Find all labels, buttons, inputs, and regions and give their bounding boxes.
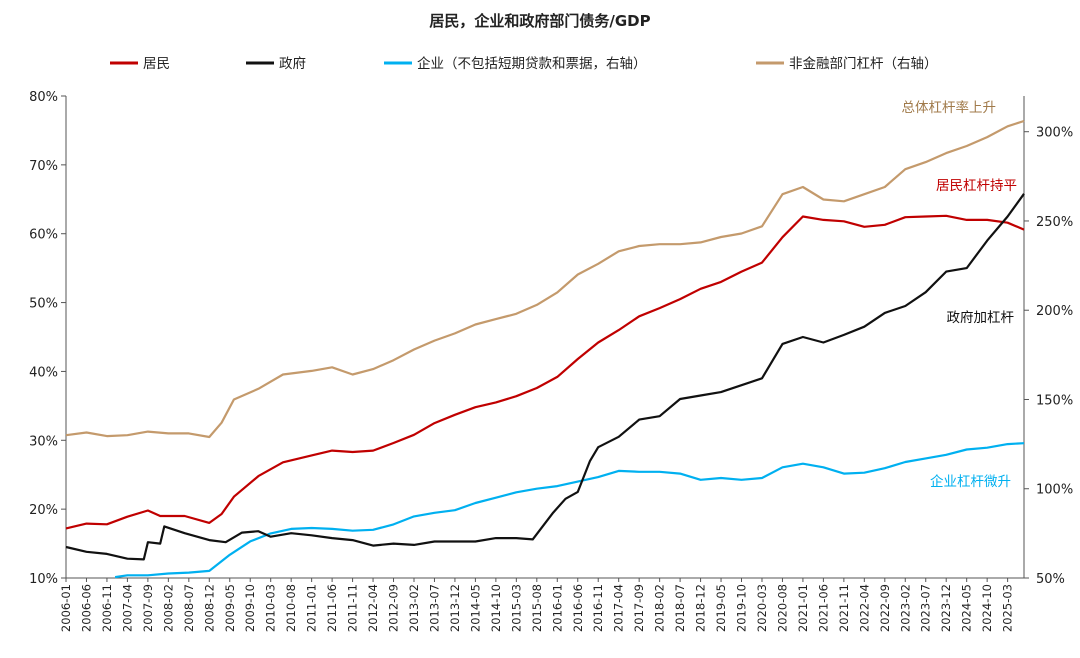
annotation-government-leverage: 政府加杠杆 <box>947 310 1015 326</box>
x-tick-label: 2021-11 <box>837 584 851 632</box>
left-tick-label: 30% <box>29 434 58 449</box>
x-tick-label: 2011-11 <box>346 584 360 632</box>
legend-item-nonfinancial: 非金融部门杠杆（右轴） <box>756 56 938 72</box>
x-tick-label: 2018-02 <box>653 584 667 632</box>
legend-item-household: 居民 <box>110 56 170 72</box>
annotation-total-leverage: 总体杠杆率上升 <box>902 99 997 116</box>
left-tick-label: 10% <box>29 572 58 587</box>
x-tick-label: 2016-11 <box>591 584 605 632</box>
left-tick-label: 60% <box>29 228 58 243</box>
x-tick-label: 2014-05 <box>468 584 482 632</box>
x-tick-label: 2025-03 <box>1001 584 1015 632</box>
legend-item-government: 政府 <box>246 56 306 72</box>
x-tick-label: 2018-07 <box>673 584 687 632</box>
x-tick-label: 2017-09 <box>632 584 646 632</box>
x-tick-label: 2019-10 <box>735 584 749 632</box>
x-tick-label: 2015-08 <box>530 584 544 632</box>
x-tick-label: 2007-09 <box>141 584 155 632</box>
right-tick-label: 250% <box>1036 215 1073 230</box>
left-tick-label: 70% <box>29 159 58 174</box>
left-tick-label: 50% <box>29 297 58 312</box>
x-tick-label: 2017-04 <box>612 584 626 632</box>
legend-label-nonfinancial: 非金融部门杠杆（右轴） <box>789 56 938 72</box>
x-tick-label: 2009-10 <box>243 584 257 632</box>
legend-label-household: 居民 <box>143 56 170 72</box>
series-lines <box>65 119 1025 579</box>
x-tick-label: 2008-02 <box>161 584 175 632</box>
annotations: 总体杠杆率上升 居民杠杆持平 政府加杠杆 企业杠杆微升 <box>902 99 1018 490</box>
right-tick-label: 100% <box>1036 483 1073 498</box>
x-tick-label: 2014-10 <box>489 584 503 632</box>
left-tick-label: 20% <box>29 503 58 518</box>
right-tick-label: 50% <box>1036 572 1065 587</box>
x-tick-label: 2012-04 <box>366 584 380 632</box>
x-tick-label: 2013-12 <box>448 584 462 632</box>
series-line-corporate <box>114 442 1025 579</box>
x-tick-label: 2024-05 <box>960 584 974 632</box>
x-tick-label: 2018-12 <box>694 584 708 632</box>
x-tick-label: 2011-06 <box>325 584 339 632</box>
x-tick-label: 2013-02 <box>407 584 421 632</box>
x-tick-label: 2008-07 <box>182 584 196 632</box>
legend-label-corporate: 企业（不包括短期贷款和票据，右轴） <box>417 55 647 72</box>
right-axis-ticks: 50% 100% 150% 200% 250% 300% <box>1024 126 1073 587</box>
right-tick-label: 200% <box>1036 304 1073 319</box>
x-tick-label: 2020-08 <box>775 584 789 632</box>
x-tick-label: 2021-06 <box>816 584 830 632</box>
series-line-government <box>65 193 1025 561</box>
series-line-household <box>65 214 1025 530</box>
x-tick-label: 2022-04 <box>857 584 871 632</box>
x-tick-label: 2023-07 <box>919 584 933 632</box>
x-tick-label: 2016-01 <box>550 584 564 632</box>
right-tick-label: 300% <box>1036 126 1073 141</box>
x-tick-label: 2006-06 <box>79 584 93 632</box>
chart-title: 居民，企业和政府部门债务/GDP <box>429 12 650 30</box>
x-tick-label: 2010-03 <box>264 584 278 632</box>
legend: 居民 政府 企业（不包括短期贷款和票据，右轴） 非金融部门杠杆（右轴） <box>110 55 938 72</box>
x-tick-label: 2019-05 <box>714 584 728 632</box>
axes <box>65 96 1025 579</box>
legend-item-corporate: 企业（不包括短期贷款和票据，右轴） <box>384 55 647 72</box>
left-tick-label: 40% <box>29 365 58 380</box>
x-tick-label: 2021-01 <box>796 584 810 632</box>
x-tick-label: 2008-12 <box>202 584 216 632</box>
x-tick-label: 2023-12 <box>939 584 953 632</box>
series-line-nonfinancial <box>65 119 1025 439</box>
x-tick-label: 2020-03 <box>755 584 769 632</box>
right-tick-label: 150% <box>1036 393 1073 408</box>
left-tick-label: 80% <box>29 90 58 105</box>
x-tick-label: 2006-11 <box>100 584 114 632</box>
x-tick-label: 2013-07 <box>427 584 441 632</box>
x-tick-label: 2022-09 <box>878 584 892 632</box>
x-tick-label: 2009-05 <box>223 584 237 632</box>
legend-label-government: 政府 <box>279 56 306 72</box>
left-axis-ticks: 10% 20% 30% 40% 50% 60% 70% 80% <box>29 90 66 587</box>
x-tick-label: 2006-01 <box>59 584 73 632</box>
x-tick-label: 2010-08 <box>284 584 298 632</box>
x-tick-label: 2007-04 <box>120 584 134 632</box>
x-tick-label: 2011-01 <box>305 584 319 632</box>
x-tick-label: 2023-02 <box>898 584 912 632</box>
x-axis-ticks: 2006-01 2006-06 2006-11 2007-04 2007-09 2008-… <box>59 578 1015 632</box>
x-tick-label: 2015-03 <box>509 584 523 632</box>
annotation-household-leverage: 居民杠杆持平 <box>936 178 1017 194</box>
annotation-corporate-leverage: 企业杠杆微升 <box>930 473 1011 490</box>
x-tick-label: 2024-10 <box>980 584 994 632</box>
x-tick-label: 2012-09 <box>387 584 401 632</box>
x-tick-label: 2016-06 <box>571 584 585 632</box>
